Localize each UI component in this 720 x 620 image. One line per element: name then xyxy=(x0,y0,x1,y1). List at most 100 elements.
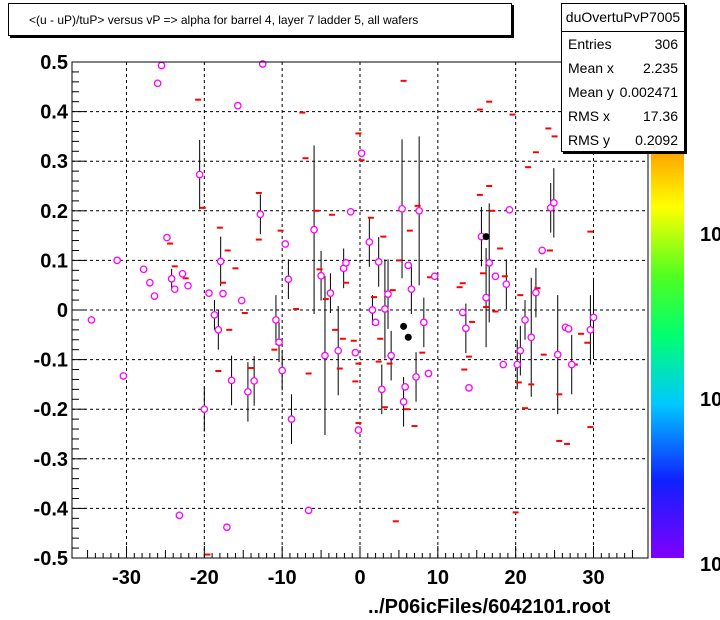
y-tick-label: -0.5 xyxy=(34,548,68,570)
profile-point xyxy=(237,296,246,305)
profile-point xyxy=(521,316,529,324)
y-tick-label: -0.3 xyxy=(34,449,68,471)
stats-box: duOvertuPvP7005 Entries 306 Mean x 2.235… xyxy=(561,3,685,152)
profile-point xyxy=(167,274,176,283)
profile-point xyxy=(214,325,223,334)
stats-row-mean-x: Mean x 2.235 xyxy=(562,56,684,80)
palette-label-bottom: 10 xyxy=(700,554,720,576)
stat-value: 306 xyxy=(654,36,678,52)
profile-point xyxy=(227,376,236,385)
stat-value: 0.2092 xyxy=(635,132,678,148)
profile-point xyxy=(200,405,209,414)
profile-point xyxy=(368,306,377,314)
profile-point xyxy=(139,265,148,274)
profile-point xyxy=(553,350,562,359)
profile-point xyxy=(374,258,383,266)
profile-point xyxy=(419,318,428,327)
profile-point xyxy=(482,293,490,302)
profile-point xyxy=(310,225,318,234)
profile-point xyxy=(415,206,424,215)
profile-point xyxy=(205,289,213,297)
profile-point xyxy=(272,316,280,324)
profile-point xyxy=(532,288,540,297)
profile-point xyxy=(87,316,96,324)
profile-point xyxy=(119,372,128,380)
highlight-point xyxy=(400,322,408,330)
profile-point xyxy=(401,383,409,391)
profile-point xyxy=(404,261,413,270)
profile-point xyxy=(275,338,283,347)
y-tick-label: 0.5 xyxy=(40,52,68,74)
highlight-point xyxy=(482,233,490,241)
profile-point xyxy=(178,269,187,278)
profile-point xyxy=(250,377,258,385)
profile-point xyxy=(412,373,420,381)
profile-point xyxy=(589,313,598,322)
highlight-point xyxy=(404,333,412,341)
profile-point xyxy=(549,199,558,207)
profile-point xyxy=(377,385,386,394)
profile-point xyxy=(157,61,166,70)
profile-point xyxy=(527,333,536,342)
profile-point xyxy=(287,415,296,423)
profile-point xyxy=(564,324,573,333)
profile-point xyxy=(163,233,171,242)
file-path-label: ../P06icFiles/6042101.root xyxy=(368,596,611,618)
profile-point xyxy=(223,523,231,532)
stats-row-mean-y: Mean y 0.002471 xyxy=(562,80,684,104)
stats-row-entries: Entries 306 xyxy=(562,32,684,56)
profile-point xyxy=(256,210,265,219)
profile-point xyxy=(586,325,595,334)
x-tick-label: -20 xyxy=(190,567,219,589)
profile-point xyxy=(538,246,546,255)
profile-point xyxy=(321,351,329,360)
profile-point xyxy=(458,308,467,317)
stat-label: Entries xyxy=(568,36,612,52)
color-palette-bar xyxy=(651,130,684,558)
profile-point xyxy=(113,256,121,265)
x-tick-label: 10 xyxy=(427,567,449,589)
profile-point xyxy=(278,366,287,375)
y-tick-label: 0.4 xyxy=(40,102,69,124)
palette-label-top: 10 xyxy=(700,224,720,246)
profile-point xyxy=(233,101,242,110)
profile-point xyxy=(424,369,433,378)
x-tick-label: 30 xyxy=(582,567,604,589)
profile-point xyxy=(216,257,225,266)
x-tick-label: 20 xyxy=(505,567,527,589)
x-tick-label: 0 xyxy=(354,567,365,589)
profile-point xyxy=(150,292,159,300)
profile-point xyxy=(346,207,355,216)
profile-point xyxy=(430,272,439,281)
profile-point xyxy=(502,280,511,289)
profile-point xyxy=(485,259,494,267)
profile-point xyxy=(351,348,360,357)
palette-label-mid: 10 xyxy=(700,389,720,411)
profile-point xyxy=(354,426,363,434)
profile-point xyxy=(170,285,179,294)
y-tick-label: -0.2 xyxy=(34,399,68,421)
stats-row-rms-y: RMS y 0.2092 xyxy=(562,128,684,152)
profile-point xyxy=(491,272,500,281)
stat-value: 0.002471 xyxy=(619,84,678,100)
profile-point xyxy=(505,205,514,214)
profile-point xyxy=(153,79,162,88)
profile-point xyxy=(465,384,473,392)
y-tick-label: -0.1 xyxy=(34,350,68,372)
stat-value: 2.235 xyxy=(642,60,678,76)
profile-point xyxy=(384,290,392,298)
y-tick-label: 0.2 xyxy=(40,201,68,223)
profile-point xyxy=(365,238,374,246)
x-tick-label: -30 xyxy=(112,567,141,589)
y-tick-label: -0.4 xyxy=(34,498,69,520)
stat-label: Mean y xyxy=(568,84,614,100)
profile-point xyxy=(281,240,290,248)
profile-point xyxy=(567,360,576,369)
profile-point xyxy=(513,360,522,369)
stat-label: RMS x xyxy=(568,108,610,124)
profile-point xyxy=(381,305,389,313)
stats-histogram-name: duOvertuPvP7005 xyxy=(562,4,684,32)
profile-point xyxy=(244,387,252,396)
plot-title: <(u - uP)/tuP> versus vP => alpha for ba… xyxy=(29,12,419,27)
